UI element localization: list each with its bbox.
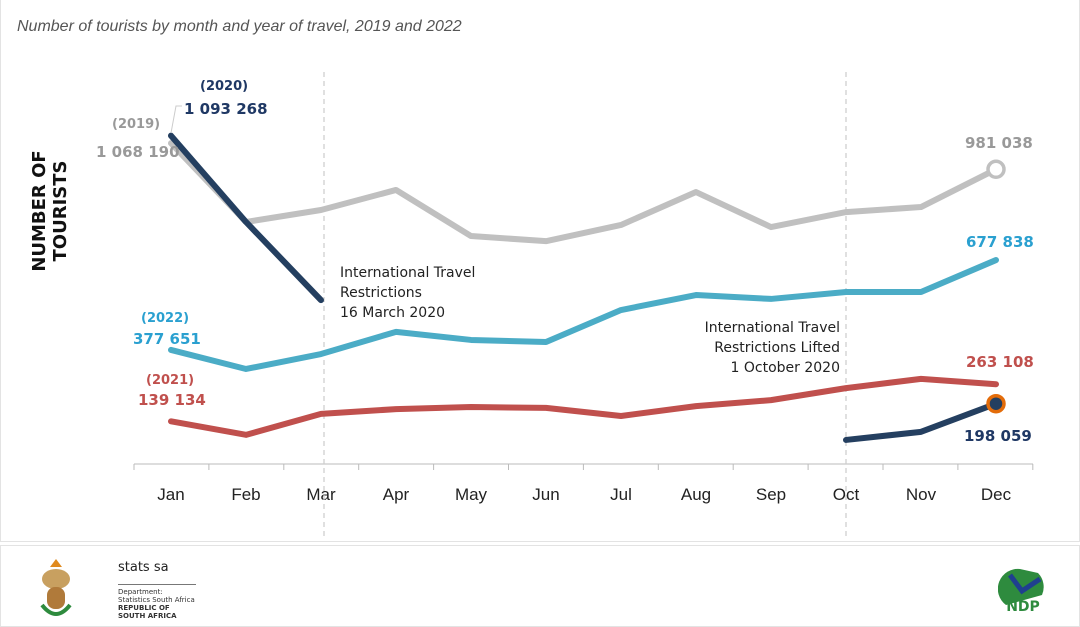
department-line: REPUBLIC OF SOUTH AFRICA [118,604,177,620]
leader-line-2020 [170,105,182,134]
annotation-restrictions: International Travel Restrictions 16 Mar… [340,263,475,323]
data-label-2019-dec: 981 038 [965,134,1033,152]
annotation-line: International Travel [340,265,476,281]
data-point [319,208,323,212]
data-label-2022-dec: 677 838 [966,233,1034,251]
data-point [319,412,323,416]
series-line-2019 [168,140,999,245]
data-point [394,330,398,334]
data-point [919,290,923,294]
stats-sa-logo-text: stats sa [118,560,169,575]
data-point [919,205,923,209]
data-point [619,308,623,312]
x-tick-label: Dec [981,485,1012,504]
x-tick-label: Oct [833,485,860,504]
data-point [169,141,173,145]
x-tick-label: Mar [306,485,336,504]
data-point [694,190,698,194]
data-label-2022-jan: 377 651 [133,330,201,348]
data-point [469,338,473,342]
data-point [244,367,248,371]
data-point [619,414,623,418]
data-point [319,298,323,302]
data-label-2020-jan: 1 093 268 [184,100,268,118]
data-point [169,348,173,352]
annotation-line: 16 March 2020 [340,305,446,321]
data-point [769,225,773,229]
annotation-line: Restrictions Lifted [714,340,840,356]
data-point [544,239,548,243]
annotation-restrictions-lifted: International Travel Restrictions Lifted… [640,318,840,378]
series-line-2021 [168,375,999,438]
data-point [994,258,998,262]
series-line-2022 [168,257,999,372]
data-point [919,377,923,381]
data-point [394,407,398,411]
data-label-2021-jan: 139 134 [138,391,206,409]
series-label-2020: (2020) [200,79,249,94]
x-tick-label: Aug [681,485,711,504]
annotation-line: 1 October 2020 [730,360,840,376]
coat-of-arms-logo [40,559,72,616]
series-label-2021: (2021) [146,373,195,388]
series-label-2019: (2019) [112,117,161,132]
x-tick-label: Sep [756,485,786,504]
series-label-2022: (2022) [141,311,190,326]
x-tick-label: May [455,485,488,504]
data-point [694,293,698,297]
department-line: Department: [118,588,163,596]
ndp-2030-logo: NDP [998,568,1044,615]
data-point [844,386,848,390]
data-label-2019-jan: 1 068 190 [96,143,180,161]
chart-title: Number of tourists by month and year of … [17,18,462,35]
annotation-line: Restrictions [340,285,422,301]
annotation-line: International Travel [704,320,840,336]
data-point [244,220,248,224]
x-tick-label: Apr [383,485,410,504]
svg-text:NDP: NDP [1006,599,1040,615]
data-point [394,188,398,192]
data-point [844,290,848,294]
data-point [544,340,548,344]
x-tick-label: Jan [157,485,184,504]
data-point [769,398,773,402]
x-tick-label: Nov [906,485,937,504]
data-point [544,406,548,410]
department-line: Statistics South Africa [118,596,195,604]
data-point [244,433,248,437]
marker-2020-dec [986,393,1006,414]
data-point [844,438,848,442]
data-point [469,405,473,409]
data-point [169,134,173,138]
data-point [994,382,998,386]
data-point [469,234,473,238]
marker-2019-dec [986,159,1006,180]
department-text: Department: Statistics South Africa REPU… [118,584,196,620]
data-point [844,210,848,214]
x-tick-label: Feb [231,485,260,504]
line-chart: Jan Feb Mar Apr May Jun Jul Aug Sep Oct Nov Dec [133,72,1034,540]
data-point [694,404,698,408]
data-point [319,352,323,356]
data-point [619,223,623,227]
series-line-2020 [168,132,324,304]
x-tick-label: Jun [532,485,559,504]
data-point [169,419,173,423]
data-point [919,430,923,434]
data-label-2021-dec: 263 108 [966,353,1034,371]
data-point [769,297,773,301]
x-tick-label: Jul [610,485,632,504]
data-label-2020-dec: 198 059 [964,427,1032,445]
